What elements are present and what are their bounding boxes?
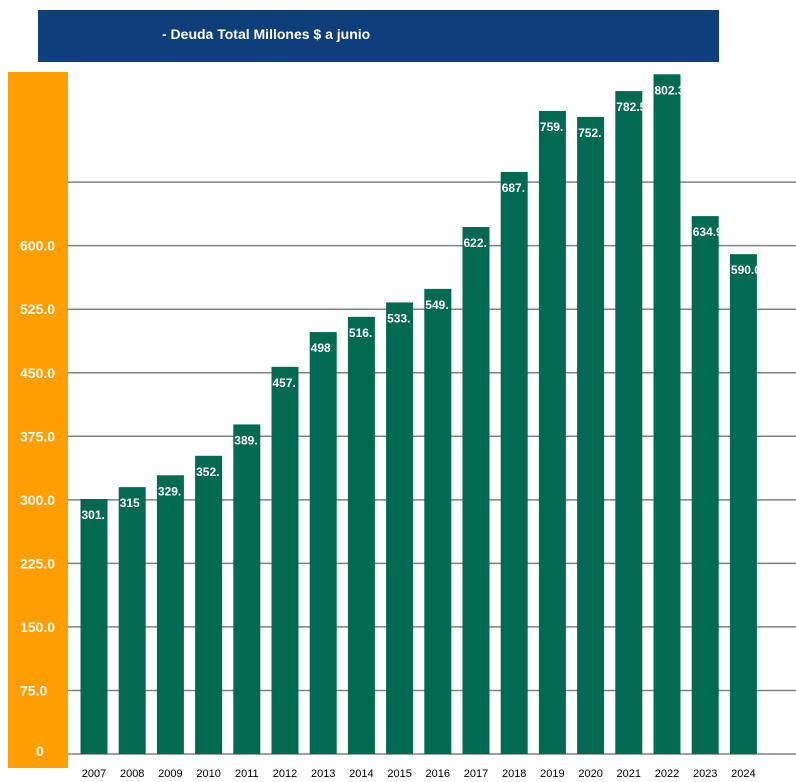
bar-2017: [462, 227, 490, 754]
data-label-2024: 590.0: [731, 263, 761, 277]
x-tick-labels: 2007 2008 2009 2010 2011 2012 2013 2014 2015 2016…: [82, 768, 756, 780]
x-tick-2009: 2009: [158, 768, 182, 780]
y-tick-0: 0: [36, 743, 44, 759]
bar-2015: [386, 302, 414, 754]
bar-2014: [347, 316, 375, 754]
bar-2016: [424, 288, 452, 754]
bar-2024: [729, 254, 757, 755]
y-tick-7: 525.0: [20, 301, 55, 317]
data-label-2011: 389.: [234, 433, 257, 447]
data-label-2012: 457.: [273, 376, 296, 390]
x-tick-2024: 2024: [731, 768, 755, 780]
bar-2022: [653, 74, 681, 754]
x-tick-2015: 2015: [387, 768, 411, 780]
bar-2008: [118, 487, 146, 754]
bar-2010: [195, 455, 223, 754]
x-tick-2019: 2019: [540, 768, 564, 780]
x-tick-2010: 2010: [196, 768, 220, 780]
y-tick-5: 375.0: [20, 428, 55, 444]
bar-2021: [615, 91, 643, 754]
data-label-2010: 352.: [196, 465, 219, 479]
y-tick-6: 450.0: [20, 365, 55, 381]
data-label-2018: 687.: [502, 181, 525, 195]
data-label-2017: 622.: [464, 236, 487, 250]
x-tick-2017: 2017: [464, 768, 488, 780]
x-tick-2020: 2020: [578, 768, 602, 780]
bar-2020: [577, 116, 605, 755]
y-tick-4: 300.0: [20, 492, 55, 508]
data-label-2009: 329.: [158, 484, 181, 498]
data-label-2013: 498: [311, 341, 331, 355]
y-tick-labels: 0 75.0 150.0 225.0 300.0 375.0 450.0 525.0 600.0: [20, 238, 55, 759]
data-label-2019: 759.: [540, 120, 563, 134]
data-label-2016: 549.: [425, 298, 448, 312]
data-label-2014: 516.: [349, 326, 372, 340]
bar-2011: [233, 424, 261, 754]
x-tick-2008: 2008: [120, 768, 144, 780]
x-tick-2021: 2021: [617, 768, 641, 780]
bars: [80, 74, 757, 755]
x-tick-2018: 2018: [502, 768, 526, 780]
bar-2023: [691, 216, 719, 754]
data-label-2020: 752.: [578, 126, 601, 140]
title-banner: - Deuda Total Millones $ a junio: [38, 10, 719, 62]
data-label-2007: 301.: [82, 508, 105, 522]
x-tick-2016: 2016: [426, 768, 450, 780]
x-tick-2023: 2023: [693, 768, 717, 780]
y-tick-1: 75.0: [20, 682, 47, 698]
chart-title: - Deuda Total Millones $ a junio: [162, 26, 371, 42]
bar-2019: [538, 110, 566, 754]
x-tick-2011: 2011: [235, 768, 259, 780]
data-label-2015: 533.: [387, 311, 410, 325]
data-label-2021: 782.5: [616, 100, 646, 114]
y-tick-8: 600.0: [20, 238, 55, 254]
y-axis-band: [8, 72, 68, 768]
x-tick-2012: 2012: [273, 768, 297, 780]
x-tick-2014: 2014: [349, 768, 373, 780]
bar-2018: [500, 171, 528, 754]
x-tick-2013: 2013: [311, 768, 335, 780]
bar-2012: [271, 366, 299, 754]
bar-2013: [309, 332, 337, 754]
data-labels: 301. 315 329. 352. 389. 457. 498 516. 533. 549. 62…: [82, 83, 762, 522]
x-tick-2007: 2007: [82, 768, 106, 780]
y-tick-3: 225.0: [20, 555, 55, 571]
data-label-2023: 634.9: [693, 225, 723, 239]
bar-2007: [80, 498, 108, 754]
bar-2009: [156, 475, 184, 754]
x-tick-2022: 2022: [655, 768, 679, 780]
data-label-2022: 802.3: [655, 83, 685, 97]
data-label-2008: 315: [120, 496, 140, 510]
y-tick-2: 150.0: [20, 619, 55, 635]
